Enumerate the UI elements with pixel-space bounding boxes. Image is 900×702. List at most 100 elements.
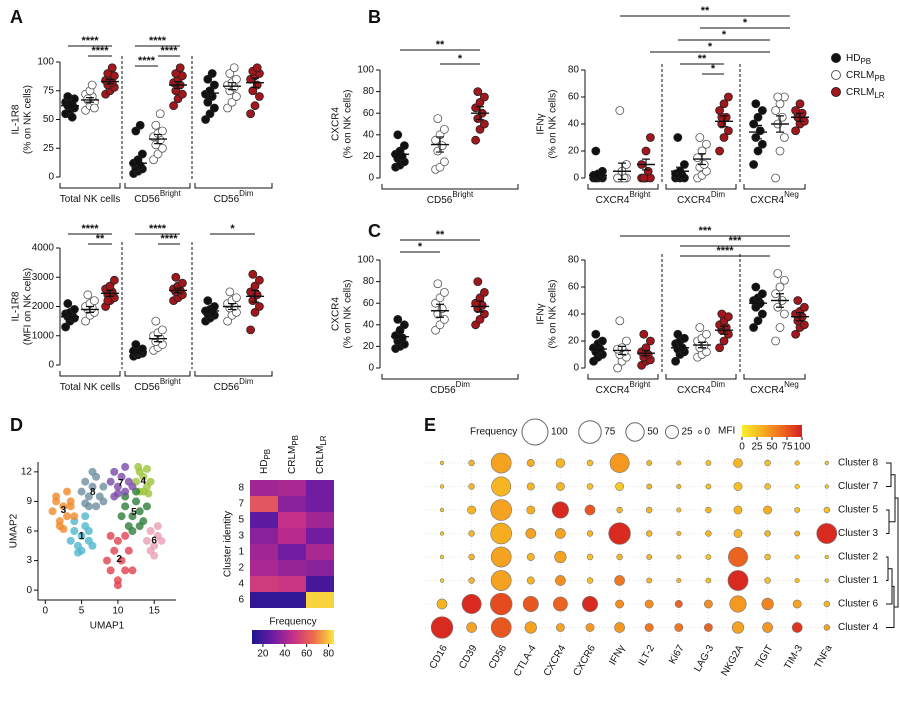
y-tick-label: 40 [568, 119, 580, 130]
y-axis-label: IL-1R8 [11, 104, 22, 134]
column-label-sub: PB [263, 449, 272, 460]
dot [616, 553, 623, 561]
dot [490, 570, 512, 591]
data-point [775, 282, 785, 292]
group-label-main: CD56 [430, 385, 456, 396]
heatmap-cell [278, 528, 306, 544]
data-point [622, 160, 631, 169]
heatmap-cell [278, 592, 306, 608]
group-label: CXCR4Dim [677, 380, 725, 396]
umap-point [128, 482, 137, 491]
error-bar [796, 312, 804, 322]
data-point [103, 69, 113, 78]
data-point [151, 120, 161, 130]
dot [555, 482, 565, 491]
data-point [758, 106, 767, 115]
data-point [680, 160, 689, 169]
y-tick-label: 0 [48, 360, 54, 371]
cluster-label: 4 [141, 476, 147, 487]
data-point [439, 287, 449, 297]
y-tick-label: 40 [363, 129, 375, 140]
data-point [775, 146, 785, 156]
row-label: 8 [238, 483, 244, 494]
data-point [749, 119, 758, 129]
heatmap-cell [250, 480, 278, 496]
dot [794, 554, 800, 560]
significance-label: * [230, 223, 235, 235]
legend-marker [831, 87, 841, 97]
column-label: CXCR4 [542, 643, 569, 678]
dendrogram-branch [886, 556, 889, 581]
data-point [225, 287, 235, 297]
data-point [393, 314, 403, 324]
data-point [439, 124, 449, 134]
significance-label: ** [698, 53, 707, 65]
colorbar-tick-label: 100 [794, 442, 811, 453]
data-point [780, 275, 789, 285]
dot [733, 505, 743, 515]
umap-point [121, 531, 130, 540]
column-label: CD16 [428, 643, 451, 671]
data-point [598, 166, 607, 176]
legend-label-sub: PB [860, 57, 871, 66]
y-tick-label: 60 [363, 298, 375, 309]
data-point [749, 323, 758, 332]
umap-point [66, 502, 75, 511]
data-point [719, 99, 729, 109]
colorbar-tick-label: 0 [739, 442, 745, 453]
dot [526, 459, 535, 467]
data-point [479, 287, 489, 297]
dot [554, 550, 567, 564]
significance-label: **** [91, 45, 109, 57]
significance-label: * [418, 241, 423, 253]
y-tick-label: 80 [568, 255, 580, 266]
colorbar [252, 630, 334, 644]
group-bracket [743, 184, 806, 190]
dot [491, 476, 512, 497]
group-bracket [59, 371, 121, 377]
dot [461, 594, 482, 614]
heatmap-cell [306, 576, 334, 592]
row-label: Cluster 3 [838, 528, 878, 539]
dot [646, 460, 653, 466]
data-point [671, 356, 680, 366]
group-label: CXCR4Bright [596, 380, 652, 396]
data-point [622, 336, 631, 346]
data-point [439, 314, 449, 324]
data-point [223, 103, 233, 113]
dot [616, 506, 623, 514]
error-bar [594, 345, 602, 353]
dot [703, 623, 713, 632]
y-tick-label: 0 [368, 363, 374, 374]
colorbar-tick-label: 75 [781, 442, 793, 453]
error-bar [776, 115, 784, 133]
group-label-sup: Dim [456, 380, 471, 389]
size-legend-label: 100 [551, 427, 568, 438]
data-point [724, 126, 733, 136]
group-label-sup: Dim [239, 189, 254, 198]
dot [490, 592, 513, 616]
umap-point [84, 492, 93, 501]
umap-point [121, 502, 130, 511]
group-label: CD56Bright [134, 377, 181, 393]
colorbar-tick-label: 25 [751, 442, 763, 453]
error-bar [206, 87, 214, 99]
axes [37, 462, 176, 601]
umap-point [153, 522, 162, 531]
dot [439, 578, 445, 583]
group-label-sup: Bright [452, 190, 474, 199]
error-bar [754, 124, 762, 140]
cluster-label: 7 [118, 478, 124, 489]
group-label: CXCR4Dim [677, 190, 725, 206]
data-point [169, 101, 179, 111]
y-axis-label: (% on NK cells) [548, 280, 559, 349]
y-tick-label: 100 [357, 255, 374, 266]
data-point [795, 99, 805, 109]
data-point [639, 173, 649, 183]
data-point [479, 119, 489, 129]
heatmap-cell [278, 544, 306, 560]
size-legend-label: 0 [705, 427, 711, 438]
panel-letter: D [10, 415, 23, 435]
dot [490, 617, 512, 638]
